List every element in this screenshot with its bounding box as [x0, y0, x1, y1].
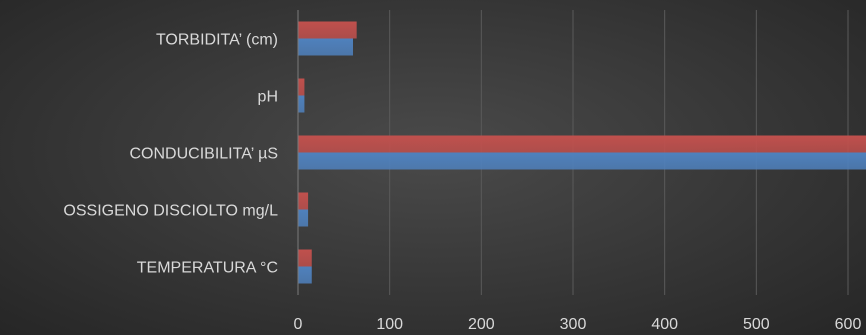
category-label: TORBIDITA’ (cm) — [156, 32, 278, 49]
category-labels: TORBIDITA’ (cm) pH CONDUCIBILITA’ µS OSSIGE… — [63, 32, 278, 277]
bar-series-2-1 — [298, 95, 305, 113]
x-tick-label: 300 — [560, 316, 587, 333]
category-label: OSSIGENO DISCIOLTO mg/L — [63, 203, 278, 220]
category-label: TEMPERATURA °C — [137, 260, 278, 277]
bar-series-2-2 — [298, 152, 866, 170]
bar-series-2-4 — [298, 266, 312, 284]
category-label: pH — [258, 89, 278, 106]
x-tick-label: 100 — [376, 316, 403, 333]
x-tick-label: 500 — [743, 316, 770, 333]
bar-series-1-1 — [298, 78, 305, 96]
x-tick-label: 0 — [294, 316, 303, 333]
x-tick-label: 200 — [468, 316, 495, 333]
bar-series-1-2 — [298, 135, 866, 153]
bar-series-2-0 — [298, 38, 353, 56]
bar-series-2-3 — [298, 209, 309, 227]
x-tick-label: 400 — [651, 316, 678, 333]
x-tick-label: 600 — [835, 316, 862, 333]
x-tick-labels: 0 100 200 300 400 500 600 — [294, 316, 862, 333]
bar-series-1-0 — [298, 21, 357, 39]
category-label: CONDUCIBILITA’ µS — [130, 146, 279, 163]
bar-series-1-4 — [298, 249, 312, 267]
bars — [298, 21, 866, 284]
bar-series-1-3 — [298, 192, 309, 210]
